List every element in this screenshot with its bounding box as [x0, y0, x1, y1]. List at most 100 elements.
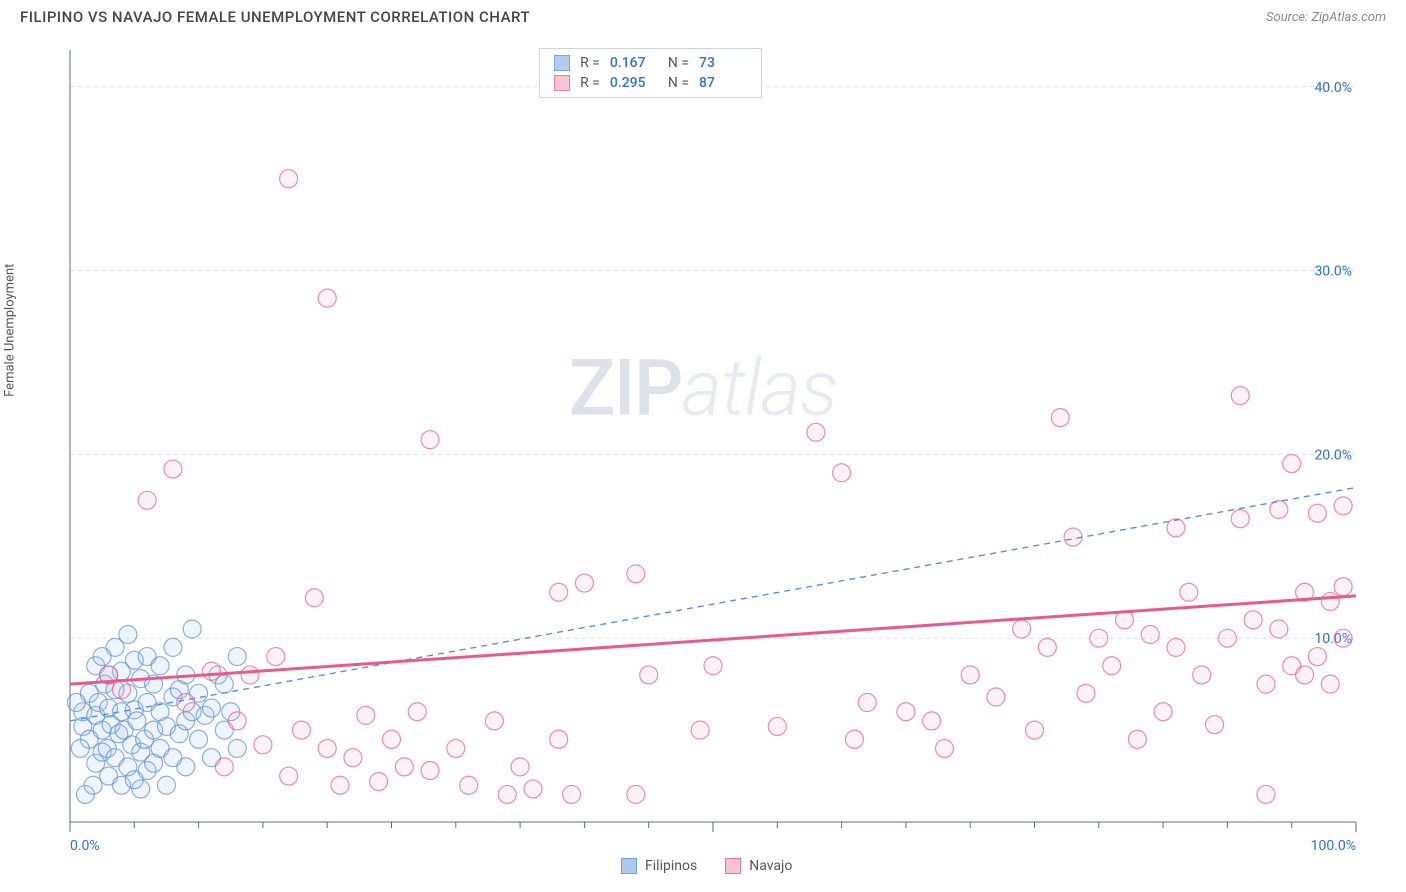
- data-point: [202, 699, 220, 717]
- series-swatch: [554, 55, 570, 71]
- n-label: N =: [668, 55, 689, 71]
- svg-text:100.0%: 100.0%: [1311, 838, 1356, 854]
- chart-title: FILIPINO VS NAVAJO FEMALE UNEMPLOYMENT C…: [20, 8, 530, 26]
- data-point: [1051, 409, 1069, 427]
- data-point: [1334, 629, 1352, 647]
- data-point: [1167, 638, 1185, 656]
- data-point: [1026, 721, 1044, 739]
- legend-swatch: [621, 858, 637, 874]
- data-point: [1321, 592, 1339, 610]
- svg-text:20.0%: 20.0%: [1314, 447, 1352, 463]
- data-point: [935, 739, 953, 757]
- data-point: [833, 464, 851, 482]
- data-point: [183, 620, 201, 638]
- data-point: [1141, 626, 1159, 644]
- data-point: [1013, 620, 1031, 638]
- data-point: [923, 712, 941, 730]
- data-point: [1308, 648, 1326, 666]
- data-point: [511, 758, 529, 776]
- data-point: [575, 574, 593, 592]
- data-point: [280, 767, 298, 785]
- stats-row: R = 0.295N = 87: [540, 73, 761, 93]
- data-point: [254, 736, 272, 754]
- data-point: [550, 583, 568, 601]
- data-point: [119, 626, 137, 644]
- data-point: [1334, 497, 1352, 515]
- data-point: [331, 776, 349, 794]
- data-point: [408, 703, 426, 721]
- data-point: [318, 739, 336, 757]
- data-point: [357, 706, 375, 724]
- data-point: [395, 758, 413, 776]
- trend-line: [70, 487, 1356, 720]
- data-point: [1308, 504, 1326, 522]
- data-point: [640, 666, 658, 684]
- data-point: [1231, 387, 1249, 405]
- data-point: [241, 666, 259, 684]
- chart-area: Female Unemployment 10.0%20.0%30.0%40.0%…: [20, 40, 1386, 872]
- data-point: [1193, 666, 1211, 684]
- svg-text:30.0%: 30.0%: [1314, 264, 1352, 280]
- data-point: [897, 703, 915, 721]
- n-value: 87: [699, 75, 747, 91]
- data-point: [305, 589, 323, 607]
- data-point: [151, 657, 169, 675]
- data-point: [318, 289, 336, 307]
- data-point: [421, 762, 439, 780]
- data-point: [267, 648, 285, 666]
- data-point: [132, 780, 150, 798]
- data-point: [563, 785, 581, 803]
- data-point: [1231, 510, 1249, 528]
- correlation-stats-box: R = 0.167N = 73R = 0.295N = 87: [539, 48, 762, 98]
- legend-item: Filipinos: [621, 858, 697, 874]
- legend-swatch: [725, 858, 741, 874]
- scatter-plot: 10.0%20.0%30.0%40.0%0.0%100.0%: [20, 40, 1386, 872]
- data-point: [67, 694, 85, 712]
- data-point: [1296, 666, 1314, 684]
- data-point: [1257, 785, 1275, 803]
- data-point: [202, 662, 220, 680]
- svg-text:40.0%: 40.0%: [1314, 80, 1352, 96]
- source-attribution: Source: ZipAtlas.com: [1266, 10, 1386, 25]
- data-point: [627, 565, 645, 583]
- data-point: [215, 758, 233, 776]
- data-point: [1167, 519, 1185, 537]
- data-point: [228, 648, 246, 666]
- data-point: [1321, 675, 1339, 693]
- svg-text:0.0%: 0.0%: [70, 838, 100, 854]
- data-point: [228, 739, 246, 757]
- data-point: [164, 638, 182, 656]
- data-point: [164, 460, 182, 478]
- n-label: N =: [668, 75, 689, 91]
- r-label: R =: [580, 55, 600, 71]
- data-point: [1206, 716, 1224, 734]
- data-point: [84, 776, 102, 794]
- y-axis-label: Female Unemployment: [3, 264, 18, 397]
- data-point: [485, 712, 503, 730]
- data-point: [280, 170, 298, 188]
- data-point: [807, 423, 825, 441]
- data-point: [1244, 611, 1262, 629]
- data-point: [292, 721, 310, 739]
- data-point: [961, 666, 979, 684]
- data-point: [1077, 684, 1095, 702]
- data-point: [1334, 578, 1352, 596]
- data-point: [1270, 620, 1288, 638]
- data-point: [1090, 629, 1108, 647]
- data-point: [71, 739, 89, 757]
- data-point: [1180, 583, 1198, 601]
- data-point: [1283, 455, 1301, 473]
- data-point: [1154, 703, 1172, 721]
- data-point: [190, 730, 208, 748]
- data-point: [987, 688, 1005, 706]
- data-point: [1257, 675, 1275, 693]
- legend-label: Navajo: [749, 858, 792, 874]
- data-point: [112, 681, 130, 699]
- data-point: [858, 694, 876, 712]
- series-legend: Filipinos Navajo: [621, 858, 792, 874]
- data-point: [138, 491, 156, 509]
- data-point: [524, 780, 542, 798]
- legend-label: Filipinos: [645, 858, 697, 874]
- data-point: [627, 785, 645, 803]
- data-point: [1038, 638, 1056, 656]
